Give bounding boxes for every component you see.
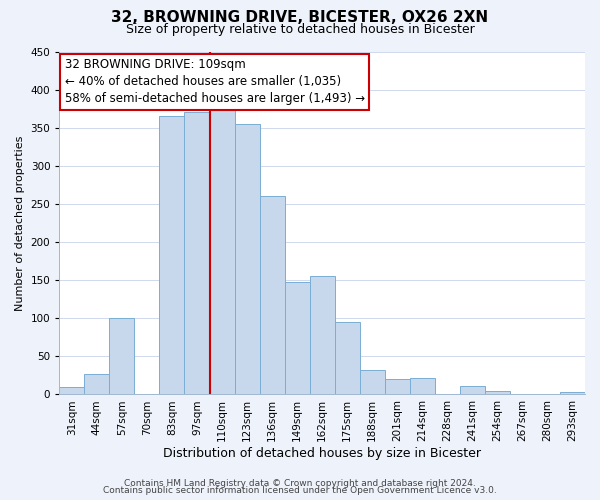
X-axis label: Distribution of detached houses by size in Bicester: Distribution of detached houses by size … <box>163 447 481 460</box>
Text: Contains HM Land Registry data © Crown copyright and database right 2024.: Contains HM Land Registry data © Crown c… <box>124 478 476 488</box>
Bar <box>85 374 109 394</box>
Bar <box>360 370 385 394</box>
Bar <box>160 116 184 394</box>
Bar <box>184 112 209 394</box>
Bar <box>59 387 85 394</box>
Bar <box>235 124 260 394</box>
Bar <box>410 378 435 394</box>
Text: 32 BROWNING DRIVE: 109sqm
← 40% of detached houses are smaller (1,035)
58% of se: 32 BROWNING DRIVE: 109sqm ← 40% of detac… <box>65 58 365 106</box>
Bar <box>209 108 235 395</box>
Bar <box>109 318 134 394</box>
Bar <box>560 392 585 394</box>
Text: Contains public sector information licensed under the Open Government Licence v3: Contains public sector information licen… <box>103 486 497 495</box>
Y-axis label: Number of detached properties: Number of detached properties <box>15 136 25 310</box>
Bar <box>284 282 310 395</box>
Bar <box>385 379 410 394</box>
Bar <box>335 322 360 394</box>
Bar <box>310 276 335 394</box>
Bar <box>485 392 510 394</box>
Bar <box>460 386 485 394</box>
Text: 32, BROWNING DRIVE, BICESTER, OX26 2XN: 32, BROWNING DRIVE, BICESTER, OX26 2XN <box>112 10 488 25</box>
Bar <box>260 196 284 394</box>
Text: Size of property relative to detached houses in Bicester: Size of property relative to detached ho… <box>125 22 475 36</box>
